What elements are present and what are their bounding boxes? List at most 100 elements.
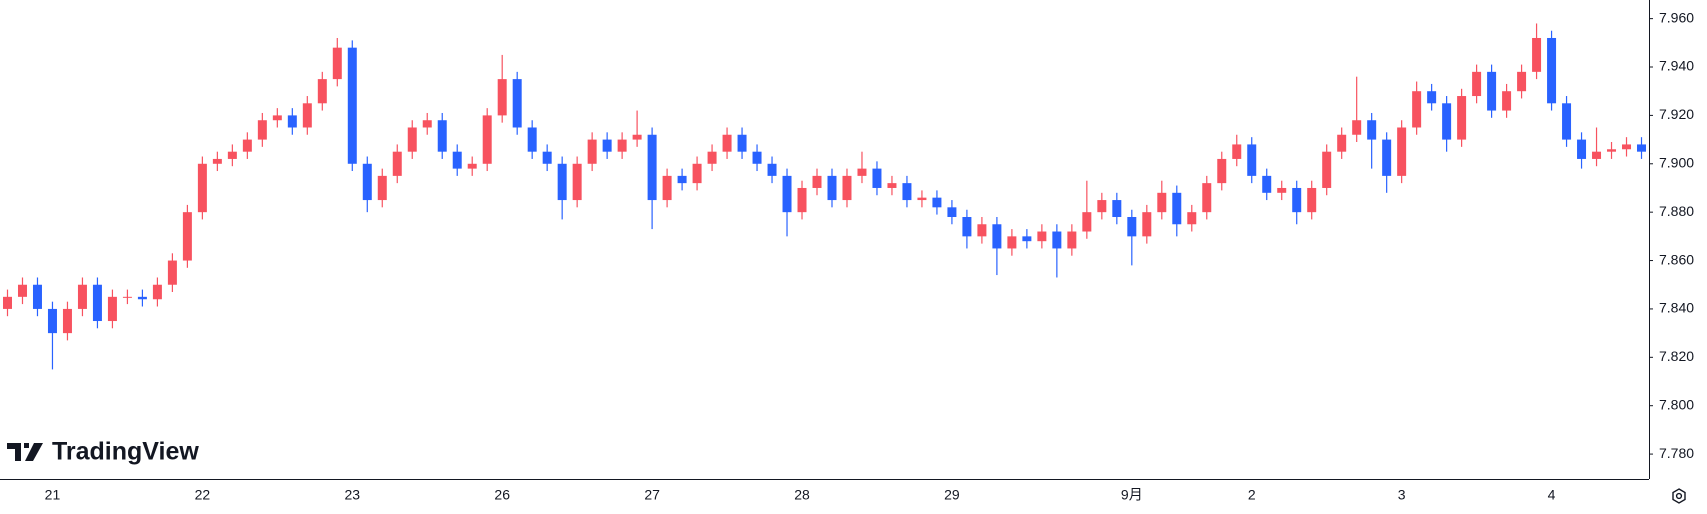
x-tick-label: 21 <box>45 487 61 503</box>
candle-body <box>347 47 357 164</box>
y-tick-label: 7.780 <box>1659 445 1694 461</box>
candle-body <box>902 183 912 201</box>
candle-body <box>422 120 432 128</box>
candle-body <box>1037 231 1047 242</box>
candle-body <box>62 308 72 334</box>
candle-body <box>932 197 942 208</box>
candle-body <box>1577 139 1587 159</box>
candle-body <box>287 115 297 128</box>
candle-body <box>212 158 222 164</box>
candle-body <box>1097 200 1107 213</box>
y-tick-label: 7.900 <box>1659 154 1694 170</box>
candle-body <box>857 168 867 176</box>
candle-body <box>722 134 732 152</box>
candle-body <box>587 139 597 164</box>
candle-body <box>467 163 477 169</box>
candle-body <box>1247 144 1257 176</box>
candle-body <box>992 224 1002 249</box>
watermark: TradingView <box>7 438 199 466</box>
candle-body <box>1307 187 1317 213</box>
candle-body <box>1547 37 1557 104</box>
candle-body <box>2 296 12 309</box>
watermark-text: TradingView <box>52 438 199 466</box>
candle-body <box>602 139 612 152</box>
candle-body <box>767 163 777 176</box>
candle-body <box>1052 231 1062 249</box>
candle-body <box>977 224 987 237</box>
candle-body <box>1337 134 1347 152</box>
candle-body <box>1427 91 1437 104</box>
candle-body <box>1277 187 1287 193</box>
x-tick-label: 28 <box>794 487 810 503</box>
candle-body <box>842 175 852 201</box>
y-tick-label: 7.920 <box>1659 106 1694 122</box>
candle-body <box>47 308 57 334</box>
candle-body <box>1487 71 1497 111</box>
candle-body <box>1292 187 1302 213</box>
x-tick-label: 26 <box>494 487 510 503</box>
candle-body <box>647 134 657 201</box>
settings-icon-dot[interactable] <box>1675 492 1683 500</box>
candle-body <box>1142 212 1152 237</box>
candle-body <box>92 284 102 322</box>
candle-body <box>512 79 522 128</box>
candle-body <box>1502 91 1512 111</box>
candle-body <box>1202 183 1212 213</box>
candle-body <box>752 151 762 164</box>
candle-body <box>542 151 552 164</box>
x-tick-label: 9月 <box>1121 487 1143 503</box>
candle-body <box>1067 231 1077 249</box>
candle-body <box>872 168 882 188</box>
y-tick-label: 7.860 <box>1659 251 1694 267</box>
candle-body <box>362 163 372 201</box>
candle-body <box>407 127 417 152</box>
candle-body <box>17 284 27 297</box>
x-tick-label: 27 <box>644 487 660 503</box>
candle-body <box>317 79 327 104</box>
candle-body <box>122 296 132 298</box>
candle-body <box>32 284 42 309</box>
candle-body <box>437 120 447 152</box>
x-tick-label: 3 <box>1398 487 1406 503</box>
y-tick-label: 7.960 <box>1659 9 1694 25</box>
candle-body <box>1637 144 1647 152</box>
y-tick-label: 7.940 <box>1659 58 1694 74</box>
x-tick-label: 29 <box>944 487 960 503</box>
candle-body <box>1622 144 1632 150</box>
candle-body <box>917 197 927 201</box>
candle-body <box>1607 149 1617 152</box>
candle-body <box>1382 139 1392 176</box>
candle-body <box>572 163 582 201</box>
candle-body <box>617 139 627 152</box>
candle-body <box>1022 236 1032 242</box>
candle-body <box>1517 71 1527 92</box>
candle-body <box>482 115 492 164</box>
candle-body <box>527 127 537 152</box>
candle-body <box>1082 212 1092 232</box>
x-tick-label: 2 <box>1248 487 1256 503</box>
candle-body <box>1232 144 1242 159</box>
candle-body <box>557 163 567 201</box>
candle-body <box>1217 158 1227 184</box>
y-tick-label: 7.840 <box>1659 300 1694 316</box>
candle-body <box>182 212 192 261</box>
candle-body <box>662 175 672 201</box>
candle-body <box>272 115 282 121</box>
candle-body <box>1262 175 1272 193</box>
candle-body <box>1157 192 1167 213</box>
candle-body <box>497 79 507 116</box>
candle-body <box>137 296 147 300</box>
candle-body <box>227 151 237 159</box>
candle-body <box>962 217 972 237</box>
candle-body <box>1472 71 1482 97</box>
candle-body <box>707 151 717 164</box>
y-tick-label: 7.820 <box>1659 348 1694 364</box>
candle-body <box>1352 120 1362 135</box>
settings-button[interactable] <box>1661 485 1697 509</box>
candle-body <box>692 163 702 184</box>
candle-body <box>1127 217 1137 237</box>
settings-icon[interactable] <box>1672 488 1686 504</box>
candle-body <box>632 134 642 140</box>
candle-body <box>1397 127 1407 176</box>
